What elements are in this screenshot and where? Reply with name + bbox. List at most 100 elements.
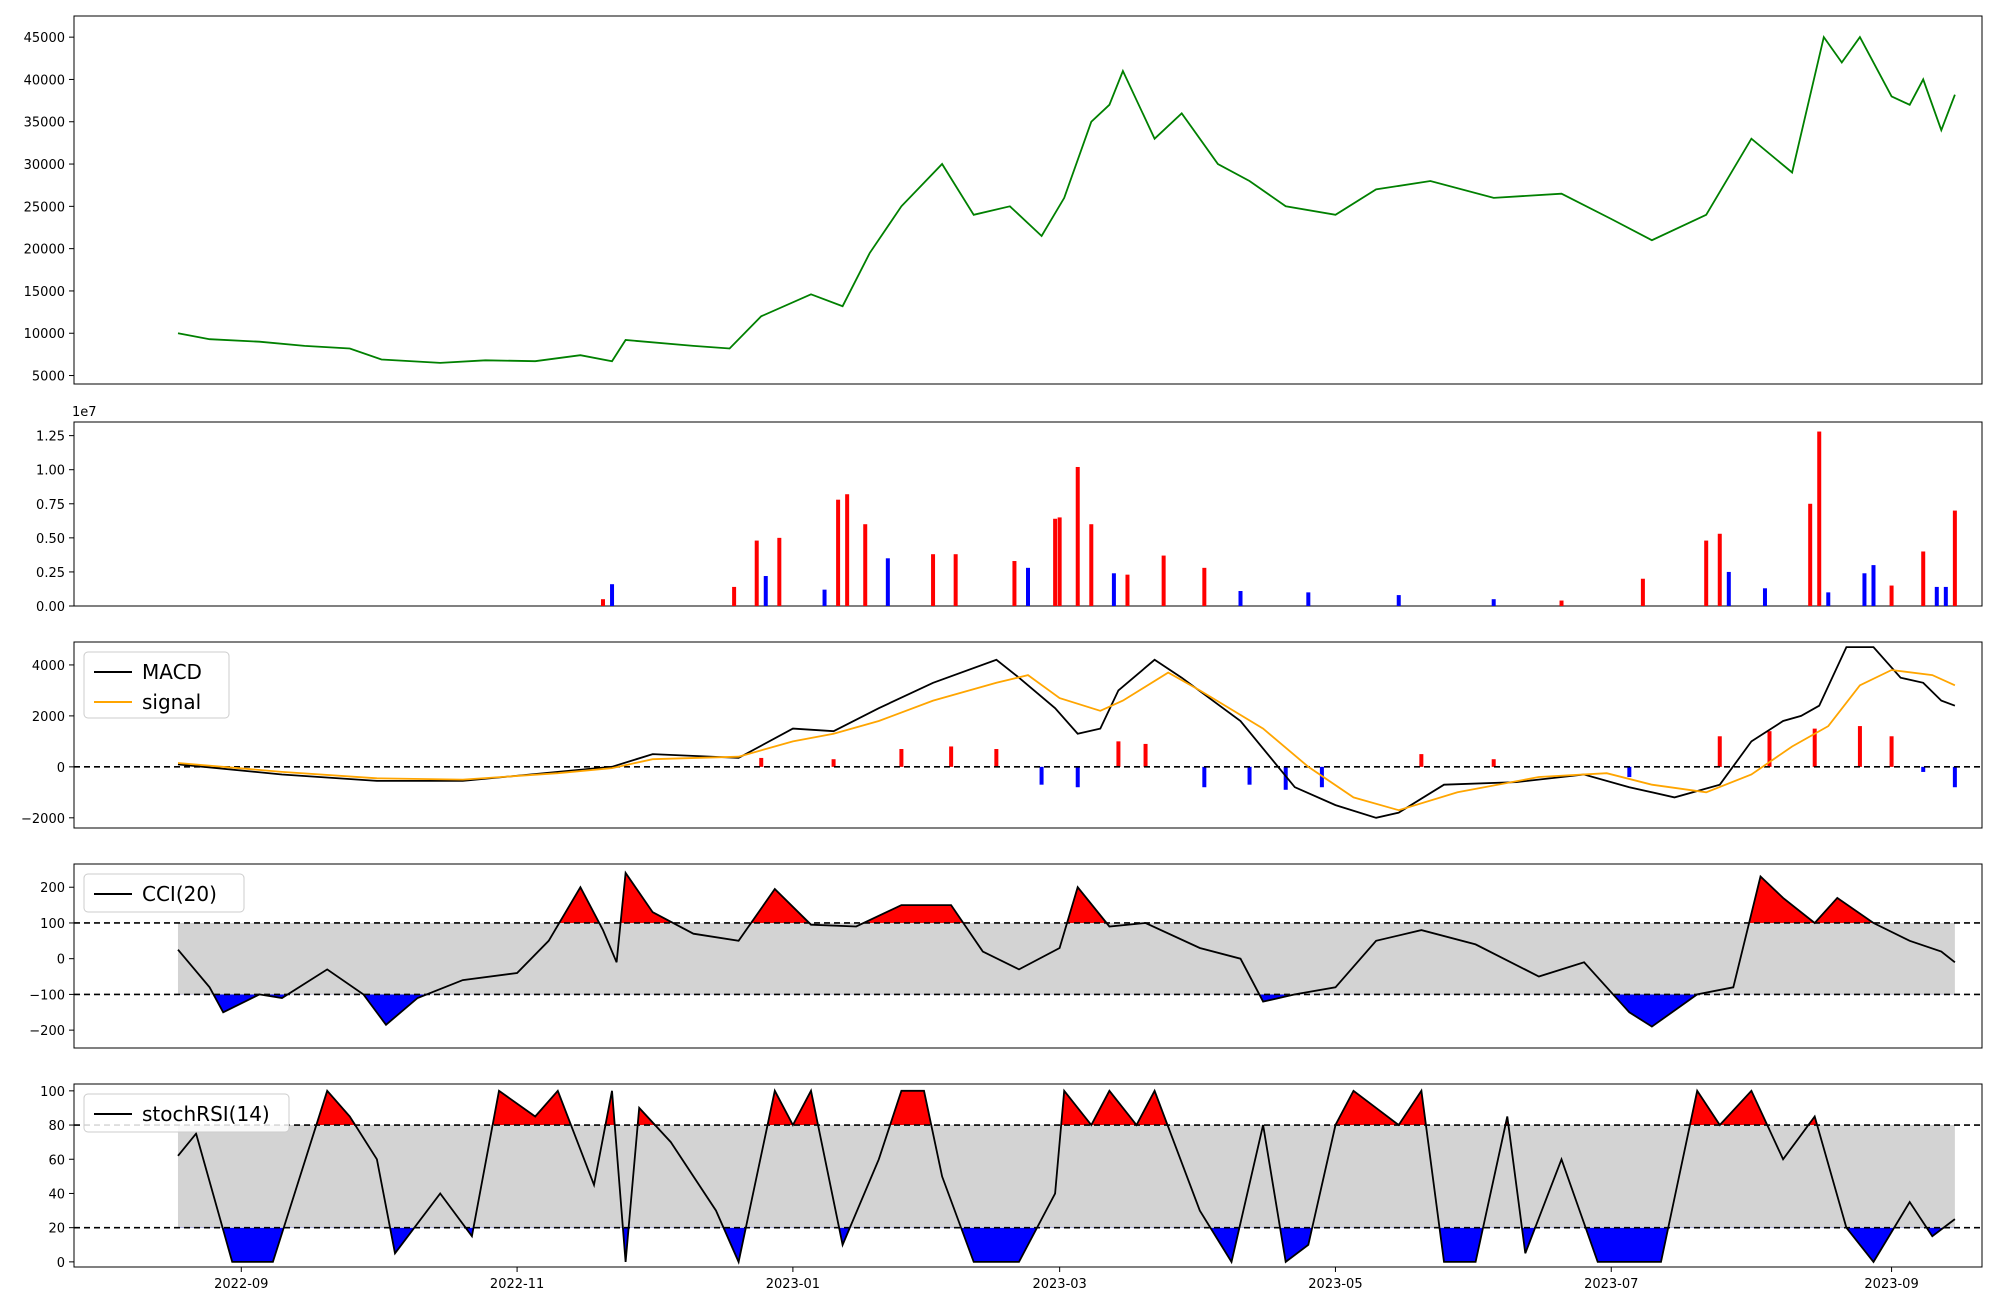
cci-frame — [73, 863, 1983, 1049]
macd-histogram-bar — [1767, 731, 1772, 767]
y-tick-label: 200 — [40, 881, 65, 896]
stochrsi-band-fill — [177, 1125, 1955, 1228]
volume-bar — [885, 558, 890, 606]
volume-bar — [1559, 600, 1564, 606]
legend-box — [83, 873, 245, 913]
legend-label: signal — [142, 690, 201, 714]
y-tick-label: 100 — [40, 917, 65, 932]
macd-histogram-bar — [899, 749, 904, 767]
price-frame — [73, 15, 1983, 385]
y-tick-label: 4000 — [32, 659, 65, 674]
volume-bar — [953, 554, 958, 606]
x-tick-label: 2022-09 — [214, 1277, 268, 1292]
volume-bar — [1012, 561, 1017, 606]
price-line — [177, 34, 1956, 364]
macd-histogram-bar — [994, 749, 999, 767]
y-tick-label: 45000 — [24, 31, 65, 46]
macd-histogram-bar — [831, 759, 836, 767]
x-tick-label: 2023-05 — [1308, 1277, 1362, 1292]
y-tick-label: 0.25 — [36, 566, 65, 581]
volume-bar — [1726, 571, 1731, 606]
legend-box — [83, 1093, 290, 1133]
y-tick-label: 5000 — [32, 370, 65, 385]
volume-bar — [1396, 595, 1401, 606]
macd-histogram-bar — [1116, 741, 1121, 767]
y-tick-label: 25000 — [24, 200, 65, 215]
y-tick-label: 10000 — [24, 327, 65, 342]
volume-bar — [1871, 565, 1876, 606]
volume-bar — [1202, 567, 1207, 606]
y-tick-label: 1.25 — [36, 430, 65, 445]
y-tick-label: 40 — [48, 1187, 65, 1202]
volume-bar — [1075, 466, 1080, 606]
y-tick-label: 1.00 — [36, 464, 65, 479]
stochrsi-oversold-fill — [178, 1227, 1955, 1262]
macd-histogram-bar — [1889, 736, 1894, 767]
x-tick-label: 2022-11 — [490, 1277, 544, 1292]
stochrsi-panel: 0 20 40 60 80 100 stochRSI(14) — [40, 1083, 1983, 1271]
volume-bar — [1125, 574, 1130, 606]
volume-bar — [931, 554, 936, 606]
volume-bar — [836, 499, 841, 606]
y-tick-label: 0.00 — [36, 600, 65, 615]
volume-bar — [1889, 585, 1894, 606]
cci-panel: −200 −100 0 100 200 CCI(20) — [29, 863, 1983, 1049]
volume-bar — [754, 540, 759, 606]
legend-label: stochRSI(14) — [142, 1102, 270, 1126]
y-tick-label: 30000 — [24, 158, 65, 173]
legend-label: CCI(20) — [142, 882, 217, 906]
price-panel: 5000 10000 15000 20000 25000 30000 35000 40000 4… — [24, 15, 1983, 385]
volume-bar — [777, 537, 782, 606]
y-tick-label: 20 — [48, 1222, 65, 1237]
macd-histogram-bar — [1857, 726, 1862, 767]
y-tick-label: 2000 — [32, 710, 65, 725]
volume-offset-label: 1e7 — [72, 405, 97, 420]
x-tick-label: 2023-01 — [766, 1277, 820, 1292]
x-axis: 2022-09 2022-11 2023-01 2023-03 2023-05 2023-… — [214, 1267, 1919, 1292]
volume-bar — [1026, 567, 1030, 606]
macd-histogram-bar — [1419, 754, 1424, 767]
x-tick-label: 2023-07 — [1584, 1277, 1638, 1292]
y-tick-label: 35000 — [24, 116, 65, 131]
volume-bar — [822, 589, 827, 606]
macd-series-line — [177, 646, 1956, 819]
y-tick-label: 0.75 — [36, 498, 65, 513]
y-tick-label: 80 — [48, 1119, 65, 1134]
volume-bar — [1762, 588, 1767, 606]
macd-histogram-bar — [1143, 743, 1148, 767]
volume-bar — [1704, 540, 1709, 606]
stochrsi-frame — [73, 1083, 1983, 1268]
volume-bar — [1952, 510, 1957, 606]
macd-histogram-bar — [759, 757, 764, 767]
volume-bar — [732, 586, 737, 606]
volume-bar — [1306, 592, 1311, 606]
y-tick-label: 0 — [57, 953, 65, 968]
macd-histogram-bar — [1627, 766, 1632, 778]
y-tick-label: 100 — [40, 1085, 65, 1100]
macd-histogram-bar — [1283, 766, 1288, 790]
y-tick-label: −100 — [29, 988, 65, 1003]
volume-bar — [1161, 555, 1166, 606]
volume-bar — [1817, 431, 1822, 606]
macd-panel: −2000 0 2000 4000 MACD signal — [21, 641, 1983, 829]
cci-line — [177, 870, 1956, 1028]
stochrsi-line — [177, 1088, 1956, 1265]
x-tick-label: 2023-09 — [1864, 1277, 1918, 1292]
volume-bar — [1862, 573, 1867, 606]
volume-bar — [610, 584, 615, 606]
volume-bar — [1491, 599, 1496, 606]
stochrsi-overbought-fill — [178, 1090, 1955, 1126]
volume-bar — [1921, 551, 1926, 606]
x-tick-label: 2023-03 — [1032, 1277, 1086, 1292]
volume-bar — [1943, 586, 1948, 606]
cci-band-fill — [177, 922, 1955, 995]
y-tick-label: 20000 — [24, 243, 65, 258]
y-tick-label: −2000 — [21, 812, 65, 827]
volume-bar — [1808, 503, 1813, 606]
volume-bar — [1640, 578, 1645, 606]
volume-panel: 1e7 0.00 0.25 0.50 0.75 1.00 1.25 — [36, 405, 1983, 615]
macd-series-line — [177, 669, 1956, 812]
macd-histogram-bar — [1039, 766, 1044, 785]
volume-bar — [1238, 591, 1243, 606]
